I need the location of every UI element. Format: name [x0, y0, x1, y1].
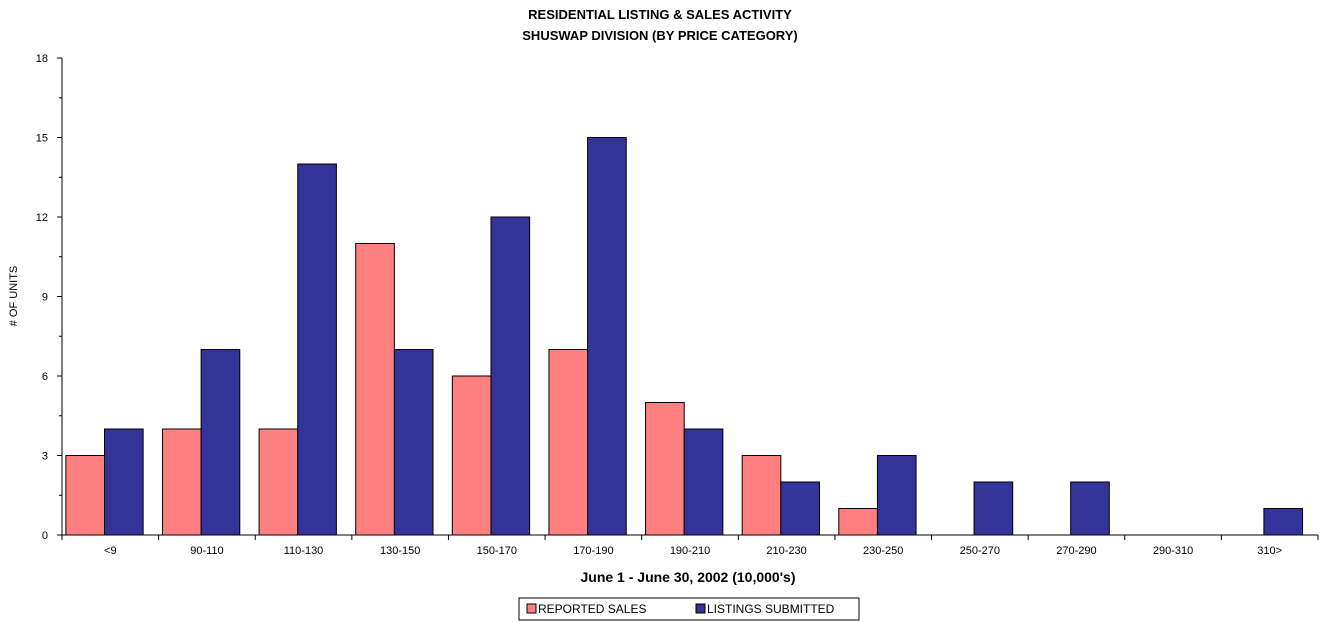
bar-reported-sales: [548, 349, 589, 536]
y-tick-label: 6: [42, 371, 48, 383]
chart-subtitle: SHUSWAP DIVISION (BY PRICE CATEGORY): [522, 28, 797, 43]
x-axis-ticks: <9 90-110 110-130 130-150 150-170 170-190 190-…: [61, 535, 1319, 557]
bar-listings-submitted: [490, 216, 531, 536]
bar-reported-sales: [741, 455, 782, 536]
bar-reported-sales: [451, 375, 492, 536]
bar-reported-sales: [65, 455, 106, 536]
x-tick-label: 270-290: [1056, 545, 1096, 557]
y-tick-label: 15: [36, 133, 48, 145]
legend: REPORTED SALES LISTINGS SUBMITTED: [518, 597, 860, 621]
x-tick-label: 210-230: [766, 545, 806, 557]
bar-listings-submitted: [683, 428, 724, 536]
x-tick-label: 110-130: [284, 545, 324, 557]
y-tick-label: 0: [42, 530, 48, 542]
bar-listings-submitted: [780, 481, 820, 536]
x-tick-label: 190-210: [670, 545, 710, 557]
legend-box: [518, 597, 860, 621]
x-tick-label: 310>: [1257, 545, 1282, 557]
bar-listings-submitted: [587, 137, 627, 536]
x-tick-label: 230-250: [863, 545, 903, 557]
bar-listings-submitted: [393, 349, 434, 536]
y-axis-ticks: 0 3 6 9 12 15 18: [36, 53, 62, 542]
bar-reported-sales: [258, 428, 299, 536]
chart-title: RESIDENTIAL LISTING & SALES ACTIVITY: [528, 7, 792, 22]
x-tick-label: 250-270: [960, 545, 1000, 557]
legend-swatch-listings-submitted: [695, 603, 706, 614]
y-axis-label: # OF UNITS: [8, 266, 20, 327]
x-tick-label: 90-110: [190, 545, 223, 557]
bar-reported-sales: [161, 428, 202, 536]
x-tick-label: 170-190: [573, 545, 613, 557]
bar-series: [65, 137, 1304, 536]
bar-listings-submitted: [973, 481, 1014, 536]
x-tick-label: 290-310: [1153, 545, 1193, 557]
x-axis-label: June 1 - June 30, 2002 (10,000's): [580, 569, 795, 585]
legend-label-reported-sales: REPORTED SALES: [538, 602, 646, 616]
y-tick-label: 3: [42, 451, 48, 463]
bar-listings-submitted: [1263, 508, 1304, 536]
bar-listings-submitted: [200, 349, 241, 536]
bar-listings-submitted: [1070, 481, 1110, 536]
x-tick-label: 130-150: [380, 545, 420, 557]
bar-listings-submitted: [297, 163, 337, 536]
y-tick-label: 18: [36, 53, 48, 65]
bar-listings-submitted: [876, 455, 917, 536]
x-tick-label: <9: [104, 545, 117, 557]
y-tick-label: 9: [42, 292, 48, 304]
bar-reported-sales: [645, 402, 685, 536]
x-tick-label: 150-170: [477, 545, 517, 557]
legend-label-listings-submitted: LISTINGS SUBMITTED: [707, 602, 835, 616]
legend-swatch-reported-sales: [526, 603, 537, 614]
y-tick-label: 12: [36, 212, 48, 224]
bar-reported-sales: [838, 508, 878, 536]
bar-reported-sales: [355, 243, 395, 536]
bar-listings-submitted: [104, 428, 144, 536]
